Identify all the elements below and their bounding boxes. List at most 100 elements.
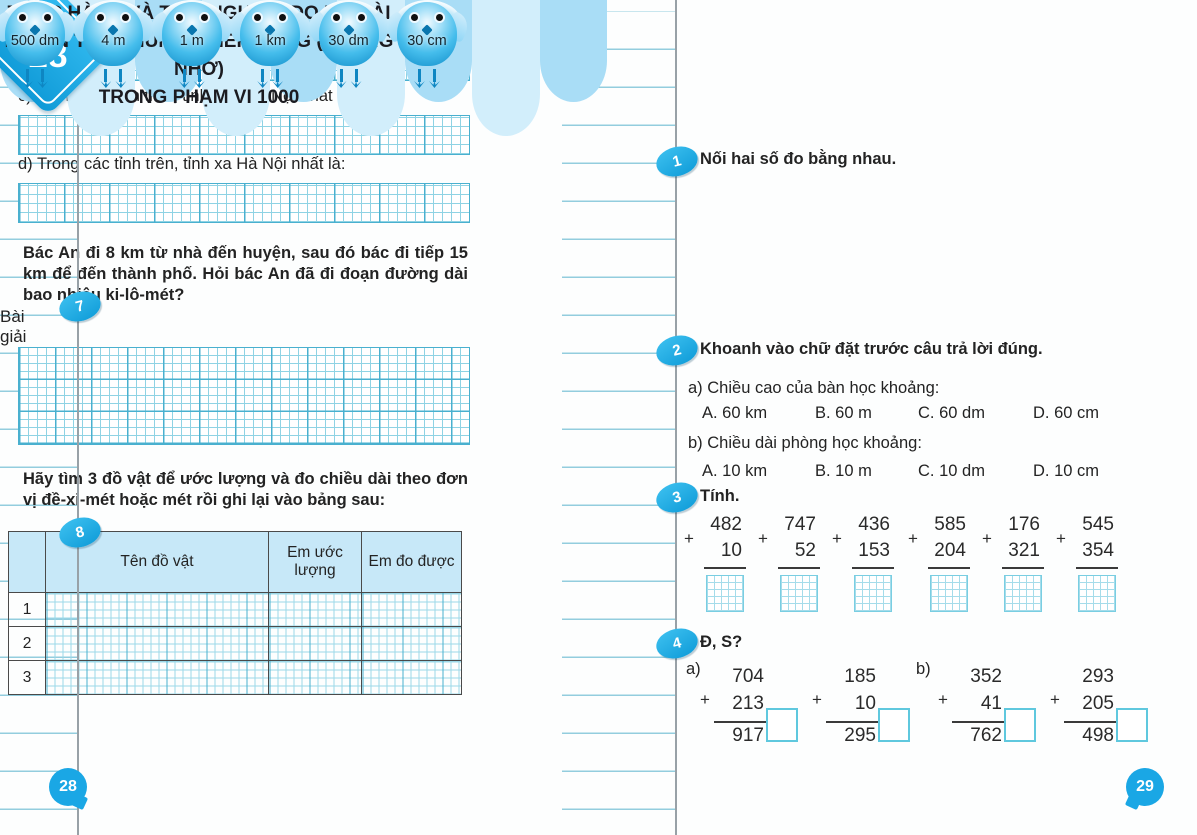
option-2a-B[interactable]: B. 60 m: [815, 404, 872, 422]
answer-grid[interactable]: [1004, 575, 1042, 612]
bird-leg: [261, 69, 265, 82]
bird-eye-icon: [42, 12, 53, 23]
addition-problem-2: + 747 52: [758, 514, 824, 616]
check-problem-3: + 352 41 762: [938, 666, 1038, 766]
right-margin-line: [675, 0, 677, 835]
answer-grid[interactable]: [706, 575, 744, 612]
bird-foot: [335, 81, 347, 88]
sum-line: [952, 721, 1004, 723]
bird-icon[interactable]: 4 m: [67, 0, 160, 90]
task-3-text: Tính.: [700, 487, 740, 505]
addend-top: 704: [732, 666, 764, 687]
option-2b-D[interactable]: D. 10 cm: [1033, 462, 1100, 480]
addend-bottom: 52: [794, 540, 816, 561]
bird-eye-icon: [173, 12, 185, 23]
addend-bottom: 10: [854, 693, 876, 714]
bird-leg: [432, 69, 436, 82]
addend-top: 585: [934, 514, 966, 535]
addend-bottom: 213: [732, 693, 764, 714]
check-problem-1: + 704 213 917: [700, 666, 800, 766]
plus-sign: +: [700, 690, 710, 709]
bird-label: 4 m: [101, 33, 126, 49]
answer-grid[interactable]: [930, 575, 968, 612]
bird-leg: [339, 69, 343, 82]
plus-sign: +: [982, 529, 992, 548]
bird-foot: [413, 81, 425, 88]
check-problem-4: + 293 205 498: [1050, 666, 1150, 766]
option-2b-B[interactable]: B. 10 m: [815, 462, 872, 480]
addend-bottom: 10: [720, 540, 742, 561]
birds-row: 500 dm 4 m 1 m 1 km 30 dm: [0, 0, 473, 90]
addend-top: 482: [710, 514, 742, 535]
bird-foot: [257, 81, 269, 88]
plus-sign: +: [812, 690, 822, 709]
row-1-measured-cell[interactable]: [361, 592, 462, 627]
measurement-table: Tên đồ vật Em ước lượng Em đo được 1 2 3: [8, 531, 462, 695]
option-2a-C[interactable]: C. 60 dm: [918, 404, 985, 422]
addition-problem-5: + 176 321: [982, 514, 1048, 616]
bird-foot: [272, 81, 284, 88]
answer-grid[interactable]: [854, 575, 892, 612]
option-2a-A[interactable]: A. 60 km: [702, 404, 768, 422]
lesson-title-line-3: TRONG PHẠM VI 1000: [98, 87, 300, 108]
bird-label: 30 cm: [407, 33, 447, 49]
row-3-name-cell[interactable]: [45, 660, 269, 695]
bird-label: 500 dm: [10, 33, 60, 49]
sum-value: 917: [732, 725, 764, 746]
addend-bottom: 204: [934, 540, 966, 561]
answer-grid[interactable]: [1078, 575, 1116, 612]
option-2a-D[interactable]: D. 60 cm: [1033, 404, 1100, 422]
table-header-measured: Em đo được: [361, 531, 462, 593]
bird-eye-icon: [277, 12, 289, 23]
option-2b-C[interactable]: C. 10 dm: [918, 462, 985, 480]
true-false-box[interactable]: [766, 708, 798, 742]
bird-icon[interactable]: 30 dm: [302, 0, 395, 90]
true-false-box[interactable]: [1116, 708, 1148, 742]
row-2-measured-cell[interactable]: [361, 626, 462, 661]
row-3-measured-cell[interactable]: [361, 660, 462, 695]
addend-top: 436: [858, 514, 890, 535]
bird-icon[interactable]: 30 cm: [381, 0, 473, 90]
sum-line: [778, 567, 820, 569]
page-number-badge-29: 29: [1126, 768, 1164, 806]
bird-eye-icon: [198, 12, 210, 23]
addend-bottom: 153: [858, 540, 890, 561]
bird-icon[interactable]: 500 dm: [0, 0, 81, 90]
bird-eye-icon: [433, 12, 445, 23]
bird-label: 1 km: [254, 33, 286, 49]
addition-problem-6: + 545 354: [1056, 514, 1122, 616]
bird-foot: [428, 81, 440, 88]
option-2b-A[interactable]: A. 10 km: [702, 462, 768, 480]
bird-eye-icon: [408, 12, 420, 23]
row-2-estimate-cell[interactable]: [268, 626, 362, 661]
bird-icon[interactable]: 1 km: [224, 0, 317, 90]
question-d-label: d) Trong các tỉnh trên, tỉnh xa Hà Nội n…: [18, 155, 346, 173]
bird-label: 30 dm: [328, 33, 369, 49]
true-false-box[interactable]: [878, 708, 910, 742]
awning-stripe: [539, 0, 607, 102]
notebook-ruling-middle: [562, 0, 676, 835]
sum-line: [826, 721, 878, 723]
bird-icon[interactable]: 1 m: [145, 0, 238, 90]
true-false-box[interactable]: [1004, 708, 1036, 742]
solution-grid[interactable]: [18, 347, 470, 445]
bird-eye-icon: [252, 12, 264, 23]
awning-stripe: [472, 0, 540, 136]
row-1-estimate-cell[interactable]: [268, 592, 362, 627]
row-1-name-cell[interactable]: [45, 592, 269, 627]
plus-sign: +: [684, 529, 694, 548]
row-3-estimate-cell[interactable]: [268, 660, 362, 695]
answer-grid-d[interactable]: [18, 183, 470, 223]
task-8-text: Hãy tìm 3 đồ vật để ước lượng và đo chiề…: [23, 470, 468, 509]
bird-leg: [354, 69, 358, 82]
addend-top: 185: [844, 666, 876, 687]
page-number-badge-28: 28: [49, 768, 87, 806]
row-number: 3: [8, 660, 46, 695]
bird-foot: [350, 81, 362, 88]
sum-line: [1064, 721, 1116, 723]
bird-eye-icon: [355, 12, 367, 23]
table-header-row: Tên đồ vật Em ước lượng Em đo được: [8, 531, 462, 593]
answer-grid[interactable]: [780, 575, 818, 612]
task-7-text: Bác An đi 8 km từ nhà đến huyện, sau đó …: [23, 244, 468, 304]
table-row: 3: [8, 660, 462, 695]
